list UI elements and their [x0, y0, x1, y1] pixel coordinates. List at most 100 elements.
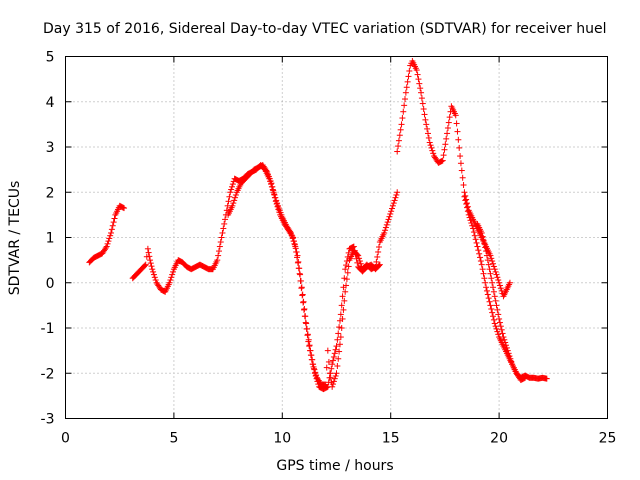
data-point	[460, 182, 467, 189]
data-point	[345, 263, 352, 270]
data-point	[405, 73, 412, 80]
data-point	[487, 270, 494, 277]
y-tick-labels: -3 -2 -1 0 1 2 3 4 5	[41, 50, 55, 428]
data-point	[330, 353, 337, 360]
data-point	[392, 194, 399, 201]
data-point	[481, 275, 488, 282]
data-point	[406, 67, 413, 74]
data-point	[108, 226, 115, 233]
data-point	[489, 279, 496, 286]
data-point	[485, 295, 492, 302]
data-point	[503, 344, 510, 351]
x-tick-label: 20	[490, 431, 508, 447]
data-point	[483, 284, 490, 291]
data-point	[493, 271, 500, 278]
data-point	[106, 235, 113, 242]
data-point	[297, 271, 304, 278]
data-point	[324, 383, 331, 390]
data-point	[295, 258, 302, 265]
data-point	[105, 238, 112, 245]
data-point	[426, 139, 433, 146]
data-point	[292, 245, 299, 252]
data-point	[230, 200, 237, 207]
data-point	[501, 336, 508, 343]
data-point	[490, 288, 497, 295]
data-point	[324, 347, 331, 354]
data-point	[294, 252, 301, 259]
data-point	[488, 305, 495, 312]
x-axis-label: GPS time / hours	[276, 458, 393, 474]
data-point	[422, 116, 429, 123]
data-point	[339, 293, 346, 300]
data-point	[302, 313, 309, 320]
data-point	[484, 257, 491, 264]
data-point	[399, 115, 406, 122]
data-point	[461, 193, 468, 200]
data-point	[228, 186, 235, 193]
data-point	[301, 305, 308, 312]
data-point	[335, 330, 342, 337]
data-point	[402, 96, 409, 103]
x-tick-label: 0	[61, 431, 70, 447]
data-point	[507, 355, 514, 362]
data-point	[336, 317, 343, 324]
data-point	[352, 251, 359, 258]
data-point	[351, 247, 358, 254]
data-point	[389, 202, 396, 209]
data-point	[418, 89, 425, 96]
data-point	[146, 253, 153, 260]
data-point	[504, 347, 511, 354]
data-point	[492, 323, 499, 330]
data-point	[334, 363, 341, 370]
data-point	[402, 89, 409, 96]
grid	[65, 56, 608, 419]
data-point	[375, 244, 382, 251]
data-point	[497, 285, 504, 292]
data-point	[309, 356, 316, 363]
data-point	[472, 236, 479, 243]
data-point	[263, 167, 270, 174]
data-point	[482, 244, 489, 251]
data-point	[276, 209, 283, 216]
data-point	[462, 197, 469, 204]
data-point	[340, 306, 347, 313]
data-point	[291, 238, 298, 245]
data-point	[327, 370, 334, 377]
data-point	[271, 194, 278, 201]
data-point	[269, 183, 276, 190]
data-point	[483, 287, 490, 294]
data-point	[111, 215, 118, 222]
data-point	[490, 263, 497, 270]
data-point	[338, 325, 345, 331]
data-point	[166, 279, 173, 286]
data-point	[491, 293, 498, 300]
data-point	[481, 240, 488, 247]
data-point	[222, 216, 229, 223]
data-point	[386, 213, 393, 220]
data-point	[331, 350, 338, 357]
data-point	[443, 135, 450, 142]
data-point	[375, 248, 382, 255]
data-point	[479, 233, 486, 240]
data-point	[500, 334, 507, 341]
data-point	[403, 84, 410, 91]
data-point	[271, 191, 278, 198]
x-tick-labels: 0 5 10 15 20 25	[61, 431, 616, 447]
data-point	[357, 260, 364, 267]
data-point	[374, 253, 381, 260]
data-point	[310, 365, 317, 372]
data-point	[315, 381, 322, 388]
data-point	[353, 255, 360, 262]
data-point	[384, 219, 391, 226]
data-point	[345, 249, 352, 256]
data-point	[483, 252, 490, 259]
data-point	[423, 121, 430, 128]
data-point	[503, 342, 510, 349]
data-point	[335, 355, 342, 362]
data-point	[395, 143, 402, 150]
data-point	[229, 202, 236, 209]
data-point	[476, 250, 483, 257]
data-point	[400, 108, 407, 115]
data-point	[229, 181, 236, 188]
data-point	[394, 148, 401, 155]
